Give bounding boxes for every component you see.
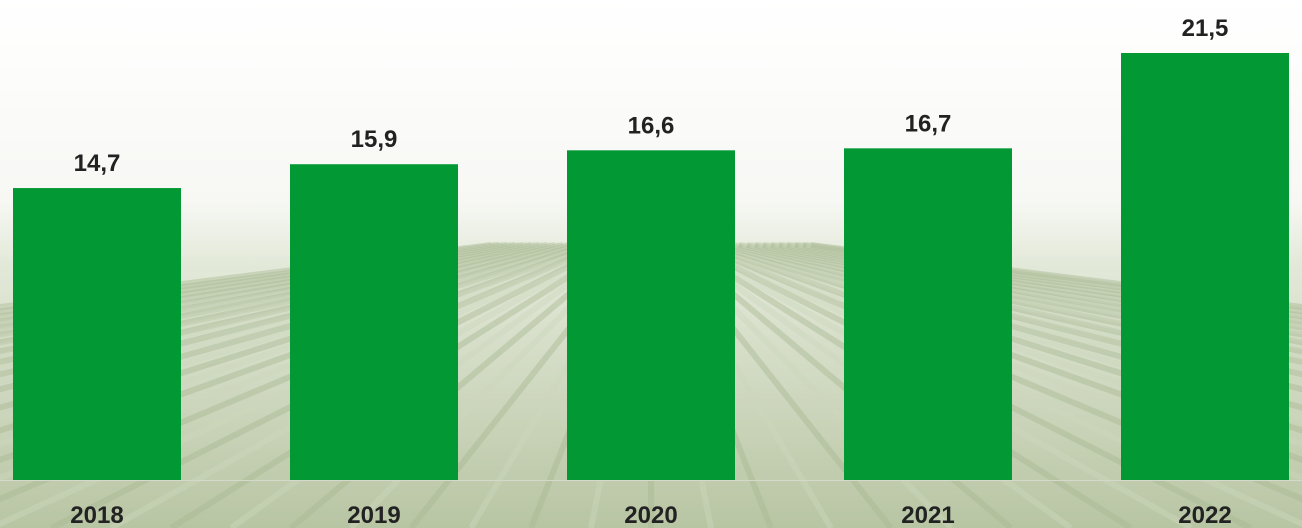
category-labels-group: 2018 2019 2020 2021 2022 bbox=[70, 502, 1231, 528]
crop-row bbox=[0, 242, 540, 346]
crop-row bbox=[0, 242, 516, 325]
category-label-2018: 2018 bbox=[70, 502, 123, 528]
crop-row bbox=[778, 242, 1302, 331]
category-label-2020: 2020 bbox=[624, 502, 677, 528]
crop-row bbox=[701, 242, 1302, 482]
crop-row bbox=[0, 242, 524, 331]
crop-row bbox=[0, 242, 532, 338]
crop-row bbox=[0, 242, 528, 334]
crop-row bbox=[0, 242, 597, 463]
bar-2021 bbox=[844, 148, 1012, 480]
bar-2019 bbox=[290, 164, 458, 480]
crop-row bbox=[705, 242, 1302, 463]
value-label-2022: 21,5 bbox=[1182, 15, 1229, 42]
value-label-2019: 15,9 bbox=[351, 126, 398, 153]
crop-row bbox=[786, 242, 1302, 325]
value-label-2018: 14,7 bbox=[74, 150, 121, 177]
crop-row bbox=[782, 242, 1302, 328]
crop-row bbox=[790, 242, 1302, 322]
value-label-2020: 16,6 bbox=[628, 112, 675, 139]
category-label-2022: 2022 bbox=[1178, 502, 1231, 528]
category-label-2021: 2021 bbox=[901, 502, 954, 528]
value-labels-group: 14,7 15,9 16,6 16,7 21,5 bbox=[74, 15, 1229, 177]
crop-row bbox=[770, 242, 1302, 338]
crop-row bbox=[0, 242, 520, 328]
crop-row bbox=[0, 242, 601, 482]
bars-group bbox=[13, 53, 1289, 481]
crop-row bbox=[774, 242, 1302, 334]
crop-row bbox=[0, 242, 512, 322]
bar-2020 bbox=[567, 150, 735, 480]
bar-2018 bbox=[13, 188, 181, 481]
value-label-2021: 16,7 bbox=[905, 110, 952, 137]
crop-row bbox=[0, 242, 536, 342]
crop-row bbox=[762, 242, 1302, 346]
bar-2022 bbox=[1121, 53, 1289, 480]
category-label-2019: 2019 bbox=[347, 502, 400, 528]
crop-row bbox=[766, 242, 1302, 342]
